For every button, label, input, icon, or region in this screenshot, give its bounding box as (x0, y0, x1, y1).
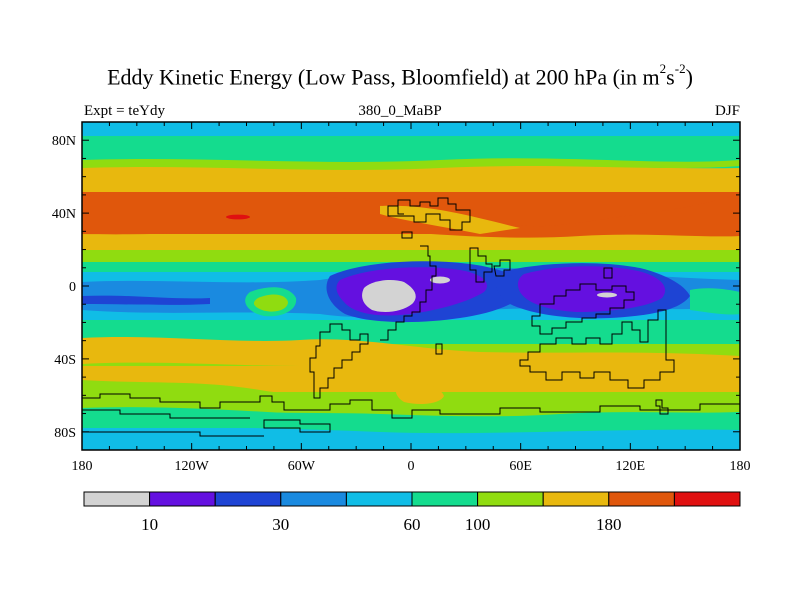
colorbar-box (477, 491, 544, 507)
colorbar-box (411, 491, 479, 507)
colorbar-box (280, 491, 347, 507)
colorbar-box (542, 491, 610, 507)
coast-east-africa (380, 245, 437, 341)
colorbar-label: 180 (596, 515, 622, 534)
south-yellow-patch (395, 382, 444, 404)
coast-mediterranean (387, 197, 471, 231)
y-tick-label: 0 (69, 280, 76, 295)
coast-arabia (469, 247, 493, 283)
axis-ticks (81, 121, 741, 451)
map-title: Eddy Kinetic Energy (Low Pass, Bloomfiel… (107, 61, 693, 90)
period-label: 380_0_MaBP (358, 103, 442, 119)
y-tick-label: 40S (54, 353, 76, 368)
axis-tick-labels: 180 120W 60W 0 60E 120E 180 80N 40N 0 40S 80S (52, 134, 751, 474)
band-antarctic-cyan (82, 428, 740, 450)
x-tick-label: 0 (408, 459, 415, 474)
colorbar-box (214, 491, 282, 507)
north-lime-strip (82, 158, 740, 170)
colorbar-label: 30 (272, 515, 289, 534)
africa-gray-low (362, 280, 416, 312)
x-tick-label: 120E (616, 459, 646, 474)
coast-philippines (603, 267, 613, 279)
coast-antarctic-peninsula (263, 419, 331, 433)
season-label: DJF (714, 103, 740, 119)
coast-maritime-continent (531, 283, 635, 335)
coast-italy (397, 206, 404, 215)
coast-antarctica (82, 393, 740, 419)
colorbar-box (83, 491, 151, 507)
africa-gray-spot (430, 276, 450, 284)
tropical-lime-patch (253, 294, 288, 312)
y-tick-label: 40N (52, 207, 76, 222)
y-tick-label: 80S (54, 426, 76, 441)
colorbar-box (149, 491, 216, 507)
colorbar-box (673, 491, 741, 507)
colorbar-label: 100 (465, 515, 491, 534)
south-yellow-wave (82, 337, 740, 377)
colorbar-box (608, 491, 675, 507)
colorbar-box (345, 491, 413, 507)
band-subtropic-yellow (82, 234, 740, 250)
x-tick-label: 60E (509, 459, 532, 474)
x-tick-label: 180 (730, 459, 751, 474)
x-tick-label: 180 (72, 459, 93, 474)
east-pacific-green-tongue (690, 288, 740, 315)
coast-new-zealand (655, 399, 669, 415)
band-subtropic-lime (82, 250, 740, 262)
colorbar-label: 10 (141, 515, 158, 534)
jet-red-core (226, 214, 250, 220)
indian-ocean-purple-region (517, 266, 666, 312)
coast-80s-line (82, 431, 264, 437)
x-tick-label: 60W (288, 459, 316, 474)
experiment-label: Expt = teYdy (84, 103, 165, 119)
coastlines (82, 197, 740, 437)
coast-iberia (401, 231, 413, 239)
coast-southern-ocean-line (82, 409, 250, 419)
colorbar: 10 30 60 100 180 (83, 491, 741, 534)
coast-madagascar (435, 343, 443, 355)
coast-australia (519, 309, 675, 389)
colorbar-label: 60 (404, 515, 421, 534)
indian-ocean-gray-spot (597, 292, 617, 298)
coast-india (493, 259, 511, 277)
x-tick-label: 120W (175, 459, 210, 474)
y-tick-label: 80N (52, 134, 76, 149)
south-green-strip (82, 407, 740, 434)
band-north-yellow (82, 166, 740, 192)
coast-south-america (309, 323, 369, 399)
tropical-blue-left (82, 295, 210, 305)
map-plot-area (82, 122, 740, 450)
